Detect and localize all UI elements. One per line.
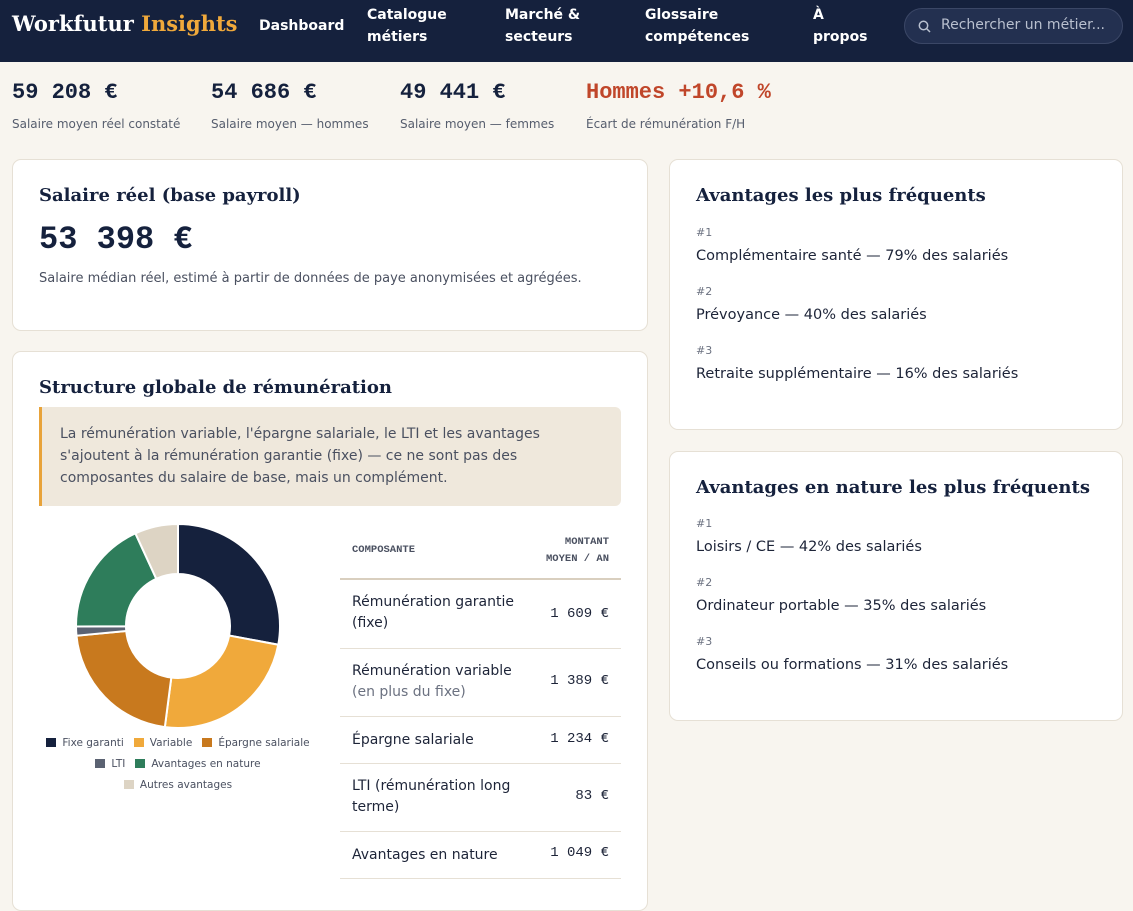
rank: #2 xyxy=(696,576,713,589)
legend-swatch xyxy=(95,759,106,768)
card-title: Avantages en nature les plus fréquents xyxy=(696,477,1090,498)
legend-swatch xyxy=(46,738,57,747)
callout: La rémunération variable, l'épargne sala… xyxy=(39,407,621,506)
kpi-label: Écart de rémunération F/H xyxy=(586,117,746,131)
benefit-item: Conseils ou formations — 31% des salarié… xyxy=(696,657,1009,673)
row-label: Rémunération garantie (fixe) xyxy=(352,594,514,631)
nav-link[interactable]: À propos xyxy=(813,7,868,45)
row-amount: 1 609 € xyxy=(550,606,609,622)
pie-slice xyxy=(163,634,280,729)
kpi-label: Salaire moyen — femmes xyxy=(400,117,555,131)
rank: #3 xyxy=(696,344,713,357)
table-header: COMPOSANTE MONTANT MOYEN / AN xyxy=(340,527,621,580)
legend-swatch xyxy=(135,759,146,768)
legend-label: Avantages en nature xyxy=(151,757,261,770)
card-title: Structure globale de rémunération xyxy=(39,377,392,398)
salary-card xyxy=(12,159,648,331)
salary-note: Salaire médian réel, estimé à partir de … xyxy=(39,271,582,286)
nav-link[interactable]: Dashboard xyxy=(259,18,345,34)
benefit-item: Loisirs / CE — 42% des salariés xyxy=(696,539,922,555)
pie-slice xyxy=(75,629,173,729)
row-amount: 1 389 € xyxy=(550,673,609,689)
row-label: LTI (rémunération long terme) xyxy=(352,778,511,815)
table-row: Rémunération variable (en plus du fixe) 1… xyxy=(340,649,621,717)
salary-value: 53 398 € xyxy=(39,221,193,258)
chart-legend: Fixe garanti Variable Épargne salariale LTI… xyxy=(40,736,316,791)
legend-label: Autres avantages xyxy=(139,778,233,791)
search-icon xyxy=(918,20,931,33)
legend-item: Épargne salariale xyxy=(202,736,310,749)
rank: #3 xyxy=(696,635,713,648)
card-title: Avantages les plus fréquents xyxy=(696,185,986,206)
row-label: Rémunération variable (en plus du fixe) xyxy=(352,661,522,703)
benefit-item: Retraite supplémentaire — 16% des salari… xyxy=(696,366,1019,382)
table-row: Épargne salariale 1 234 € xyxy=(340,717,621,764)
table-row: Avantages en nature 1 049 € xyxy=(340,832,621,879)
donut-chart xyxy=(74,522,281,729)
legend-item: LTI xyxy=(95,757,125,770)
column-header: MONTANT MOYEN / AN xyxy=(545,536,609,565)
legend-item: Variable xyxy=(133,736,193,749)
legend-swatch xyxy=(133,738,144,747)
brand-accent[interactable]: Insights xyxy=(141,11,238,36)
nav-link[interactable]: Marché & secteurs xyxy=(505,7,581,45)
kpi-value: 49 441 € xyxy=(400,80,506,105)
legend-label: Épargne salariale xyxy=(218,736,310,749)
legend-label: Variable xyxy=(149,736,193,749)
search-placeholder: Rechercher un métier... xyxy=(941,17,1105,33)
in-kind-card xyxy=(669,451,1123,721)
brand-name[interactable]: Workfutur xyxy=(12,11,134,36)
kpi-value: 59 208 € xyxy=(12,80,118,105)
brand[interactable]: Workfutur Insights xyxy=(12,11,238,36)
legend-swatch xyxy=(123,780,134,789)
pie-slice xyxy=(134,522,179,581)
benefit-item: Ordinateur portable — 35% des salariés xyxy=(696,598,987,614)
nav-link[interactable]: Catalogue métiers xyxy=(367,7,447,45)
legend-item: Fixe garanti xyxy=(46,736,124,749)
pie-slice xyxy=(177,522,281,646)
row-amount: 1 049 € xyxy=(550,845,609,861)
legend-label: Fixe garanti xyxy=(62,736,124,749)
row-label: Avantages en nature xyxy=(352,847,498,863)
top-bar: Workfutur Insights Dashboard Catalogue m… xyxy=(0,0,1133,62)
nav-link[interactable]: Glossaire compétences xyxy=(645,7,750,45)
legend-label: LTI xyxy=(111,757,126,770)
benefit-item: Prévoyance — 40% des salariés xyxy=(696,307,927,323)
benefit-item: Complémentaire santé — 79% des salariés xyxy=(696,248,1009,264)
column-header: COMPOSANTE xyxy=(352,544,416,556)
table-row: LTI (rémunération long terme) 83 € xyxy=(340,764,621,832)
rank: #2 xyxy=(696,285,713,298)
row-amount: 83 € xyxy=(575,788,609,804)
row-sublabel: (en plus du fixe) xyxy=(352,684,466,700)
search-box[interactable]: Rechercher un métier... xyxy=(904,8,1123,44)
row-amount: 1 234 € xyxy=(550,731,609,747)
row-label-main: Rémunération variable xyxy=(352,663,512,679)
kpi-value: Hommes +10,6 % xyxy=(586,80,771,105)
kpi-label: Salaire moyen — hommes xyxy=(211,117,369,131)
row-label: Épargne salariale xyxy=(352,732,474,748)
legend-item: Autres avantages xyxy=(123,778,233,791)
rank: #1 xyxy=(696,517,713,530)
kpi-value: 54 686 € xyxy=(211,80,317,105)
legend-item: Avantages en nature xyxy=(135,757,261,770)
table-row: Rémunération garantie (fixe) 1 609 € xyxy=(340,580,621,649)
benefits-card xyxy=(669,159,1123,430)
legend-swatch xyxy=(202,738,213,747)
kpi-label: Salaire moyen réel constaté xyxy=(12,117,181,131)
card-title: Salaire réel (base payroll) xyxy=(39,185,301,206)
rank: #1 xyxy=(696,226,713,239)
